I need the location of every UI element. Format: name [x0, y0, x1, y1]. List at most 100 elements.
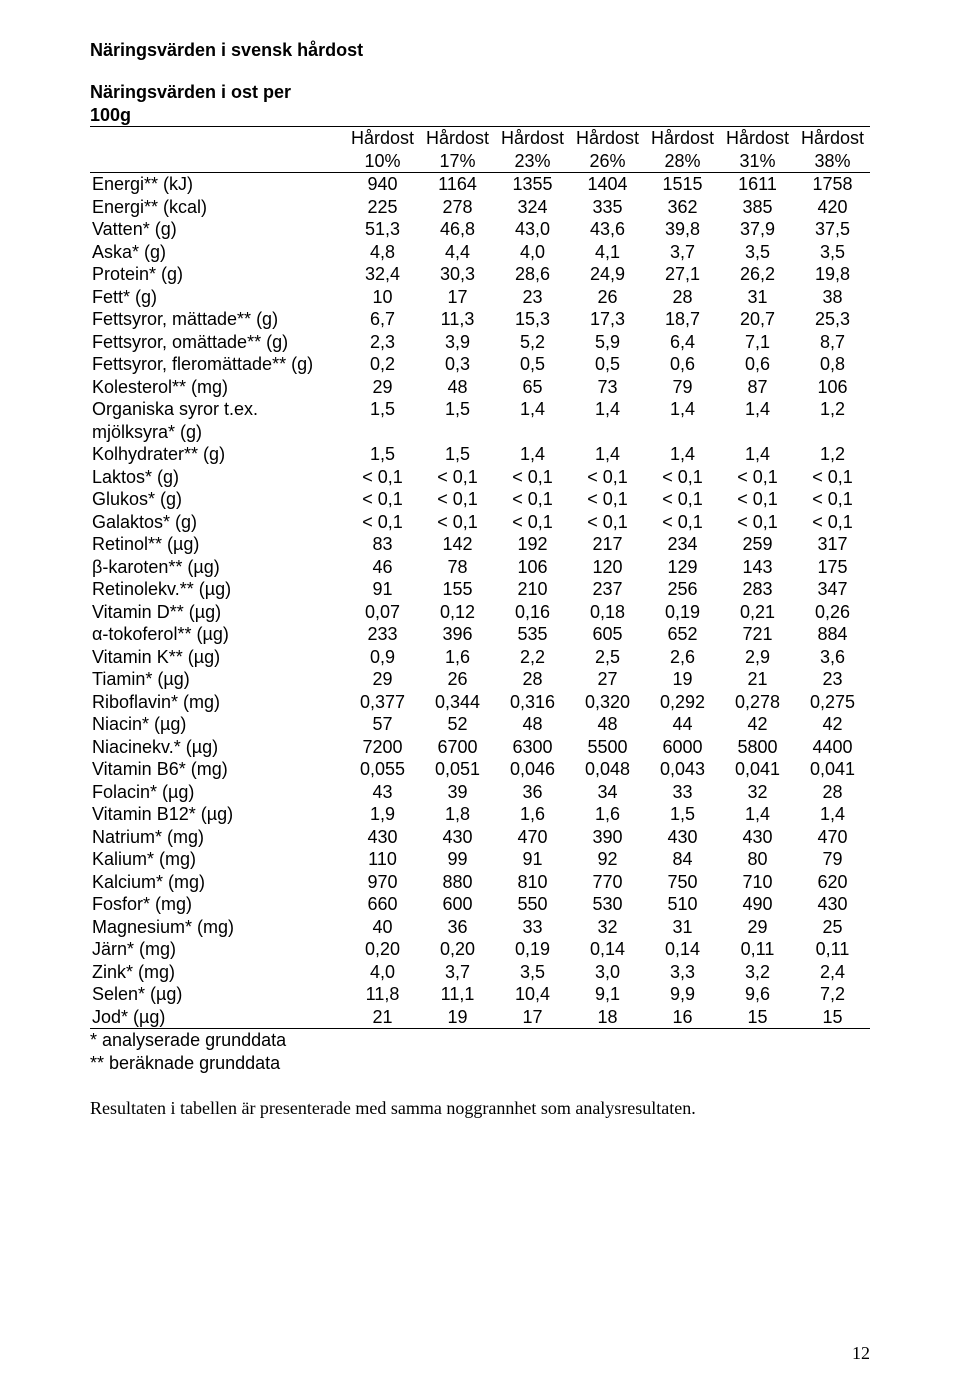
cell-value: 396	[420, 623, 495, 646]
cell-value: 34	[570, 781, 645, 804]
cell-value: 1,4	[570, 398, 645, 421]
cell-value: 10	[345, 286, 420, 309]
cell-value: 48	[495, 713, 570, 736]
col-header-word: Hårdost	[345, 127, 420, 150]
cell-value: 1,4	[495, 398, 570, 421]
row-label: Selen* (µg)	[90, 983, 345, 1006]
cell-value: 20,7	[720, 308, 795, 331]
row-label: Fett* (g)	[90, 286, 345, 309]
cell-value: 6700	[420, 736, 495, 759]
cell-value: 530	[570, 893, 645, 916]
cell-value: 9,1	[570, 983, 645, 1006]
cell-value: 0,316	[495, 691, 570, 714]
cell-value: 43,6	[570, 218, 645, 241]
cell-value: 52	[420, 713, 495, 736]
cell-value	[420, 421, 495, 444]
cell-value: 4,0	[495, 241, 570, 264]
cell-value: 0,055	[345, 758, 420, 781]
cell-value: 3,5	[795, 241, 870, 264]
row-label: Energi** (kJ)	[90, 173, 345, 196]
row-label: Glukos* (g)	[90, 488, 345, 511]
row-label: α-tokoferol** (µg)	[90, 623, 345, 646]
cell-value: 0,16	[495, 601, 570, 624]
cell-value: 278	[420, 196, 495, 219]
cell-value: 92	[570, 848, 645, 871]
cell-value: 32	[570, 916, 645, 939]
row-label: Niacin* (µg)	[90, 713, 345, 736]
cell-value: 7200	[345, 736, 420, 759]
cell-value: 550	[495, 893, 570, 916]
cell-value: 0,6	[720, 353, 795, 376]
row-label: Kolesterol** (mg)	[90, 376, 345, 399]
cell-value: 175	[795, 556, 870, 579]
cell-value: 3,6	[795, 646, 870, 669]
table-title-line1: Näringsvärden i ost per	[90, 82, 291, 102]
cell-value: 17,3	[570, 308, 645, 331]
cell-value: 0,344	[420, 691, 495, 714]
cell-value: 15	[720, 1006, 795, 1029]
cell-value: < 0,1	[645, 511, 720, 534]
cell-value: 1758	[795, 173, 870, 196]
cell-value: 880	[420, 871, 495, 894]
cell-value: 0,275	[795, 691, 870, 714]
cell-value: 884	[795, 623, 870, 646]
row-label: Zink* (mg)	[90, 961, 345, 984]
cell-value: 1164	[420, 173, 495, 196]
cell-value: 19,8	[795, 263, 870, 286]
cell-value: 19	[645, 668, 720, 691]
cell-value: 80	[720, 848, 795, 871]
cell-value: 42	[720, 713, 795, 736]
cell-value: 28	[795, 781, 870, 804]
cell-value: 26	[570, 286, 645, 309]
cell-value: 0,18	[570, 601, 645, 624]
table-header: Hårdost Hårdost Hårdost Hårdost Hårdost …	[90, 127, 870, 173]
col-header-word: Hårdost	[645, 127, 720, 150]
cell-value: 0,20	[420, 938, 495, 961]
cell-value: 0,292	[645, 691, 720, 714]
nutrition-table: Hårdost Hårdost Hårdost Hårdost Hårdost …	[90, 126, 870, 1029]
cell-value: < 0,1	[345, 488, 420, 511]
cell-value: 0,11	[795, 938, 870, 961]
cell-value: 430	[645, 826, 720, 849]
cell-value: 470	[795, 826, 870, 849]
cell-value: 620	[795, 871, 870, 894]
cell-value: 430	[795, 893, 870, 916]
cell-value: 0,9	[345, 646, 420, 669]
cell-value: 29	[345, 376, 420, 399]
table-row: Tiamin* (µg)29262827192123	[90, 668, 870, 691]
cell-value: 65	[495, 376, 570, 399]
cell-value: 99	[420, 848, 495, 871]
cell-value: 17	[420, 286, 495, 309]
cell-value: 19	[420, 1006, 495, 1029]
cell-value: 0,041	[795, 758, 870, 781]
cell-value: 37,9	[720, 218, 795, 241]
cell-value: 6000	[645, 736, 720, 759]
row-label: Jod* (µg)	[90, 1006, 345, 1029]
cell-value: 2,5	[570, 646, 645, 669]
table-row: mjölksyra* (g)	[90, 421, 870, 444]
cell-value: 27,1	[645, 263, 720, 286]
table-row: Fosfor* (mg)660600550530510490430	[90, 893, 870, 916]
table-row: α-tokoferol** (µg)233396535605652721884	[90, 623, 870, 646]
cell-value: 4,4	[420, 241, 495, 264]
table-row: Laktos* (g)< 0,1< 0,1< 0,1< 0,1< 0,1< 0,…	[90, 466, 870, 489]
cell-value: 4,0	[345, 961, 420, 984]
cell-value: 0,14	[570, 938, 645, 961]
cell-value: 9,6	[720, 983, 795, 1006]
cell-value: 940	[345, 173, 420, 196]
cell-value: < 0,1	[420, 511, 495, 534]
cell-value: 25	[795, 916, 870, 939]
cell-value: 18	[570, 1006, 645, 1029]
cell-value: 600	[420, 893, 495, 916]
row-label: Fettsyror, fleromättade** (g)	[90, 353, 345, 376]
cell-value: 225	[345, 196, 420, 219]
cell-value: 10,4	[495, 983, 570, 1006]
cell-value	[345, 421, 420, 444]
cell-value: 490	[720, 893, 795, 916]
cell-value: 4,8	[345, 241, 420, 264]
cell-value: 78	[420, 556, 495, 579]
cell-value: 259	[720, 533, 795, 556]
row-label: Protein* (g)	[90, 263, 345, 286]
row-label: Vitamin K** (µg)	[90, 646, 345, 669]
cell-value: 1,6	[420, 646, 495, 669]
